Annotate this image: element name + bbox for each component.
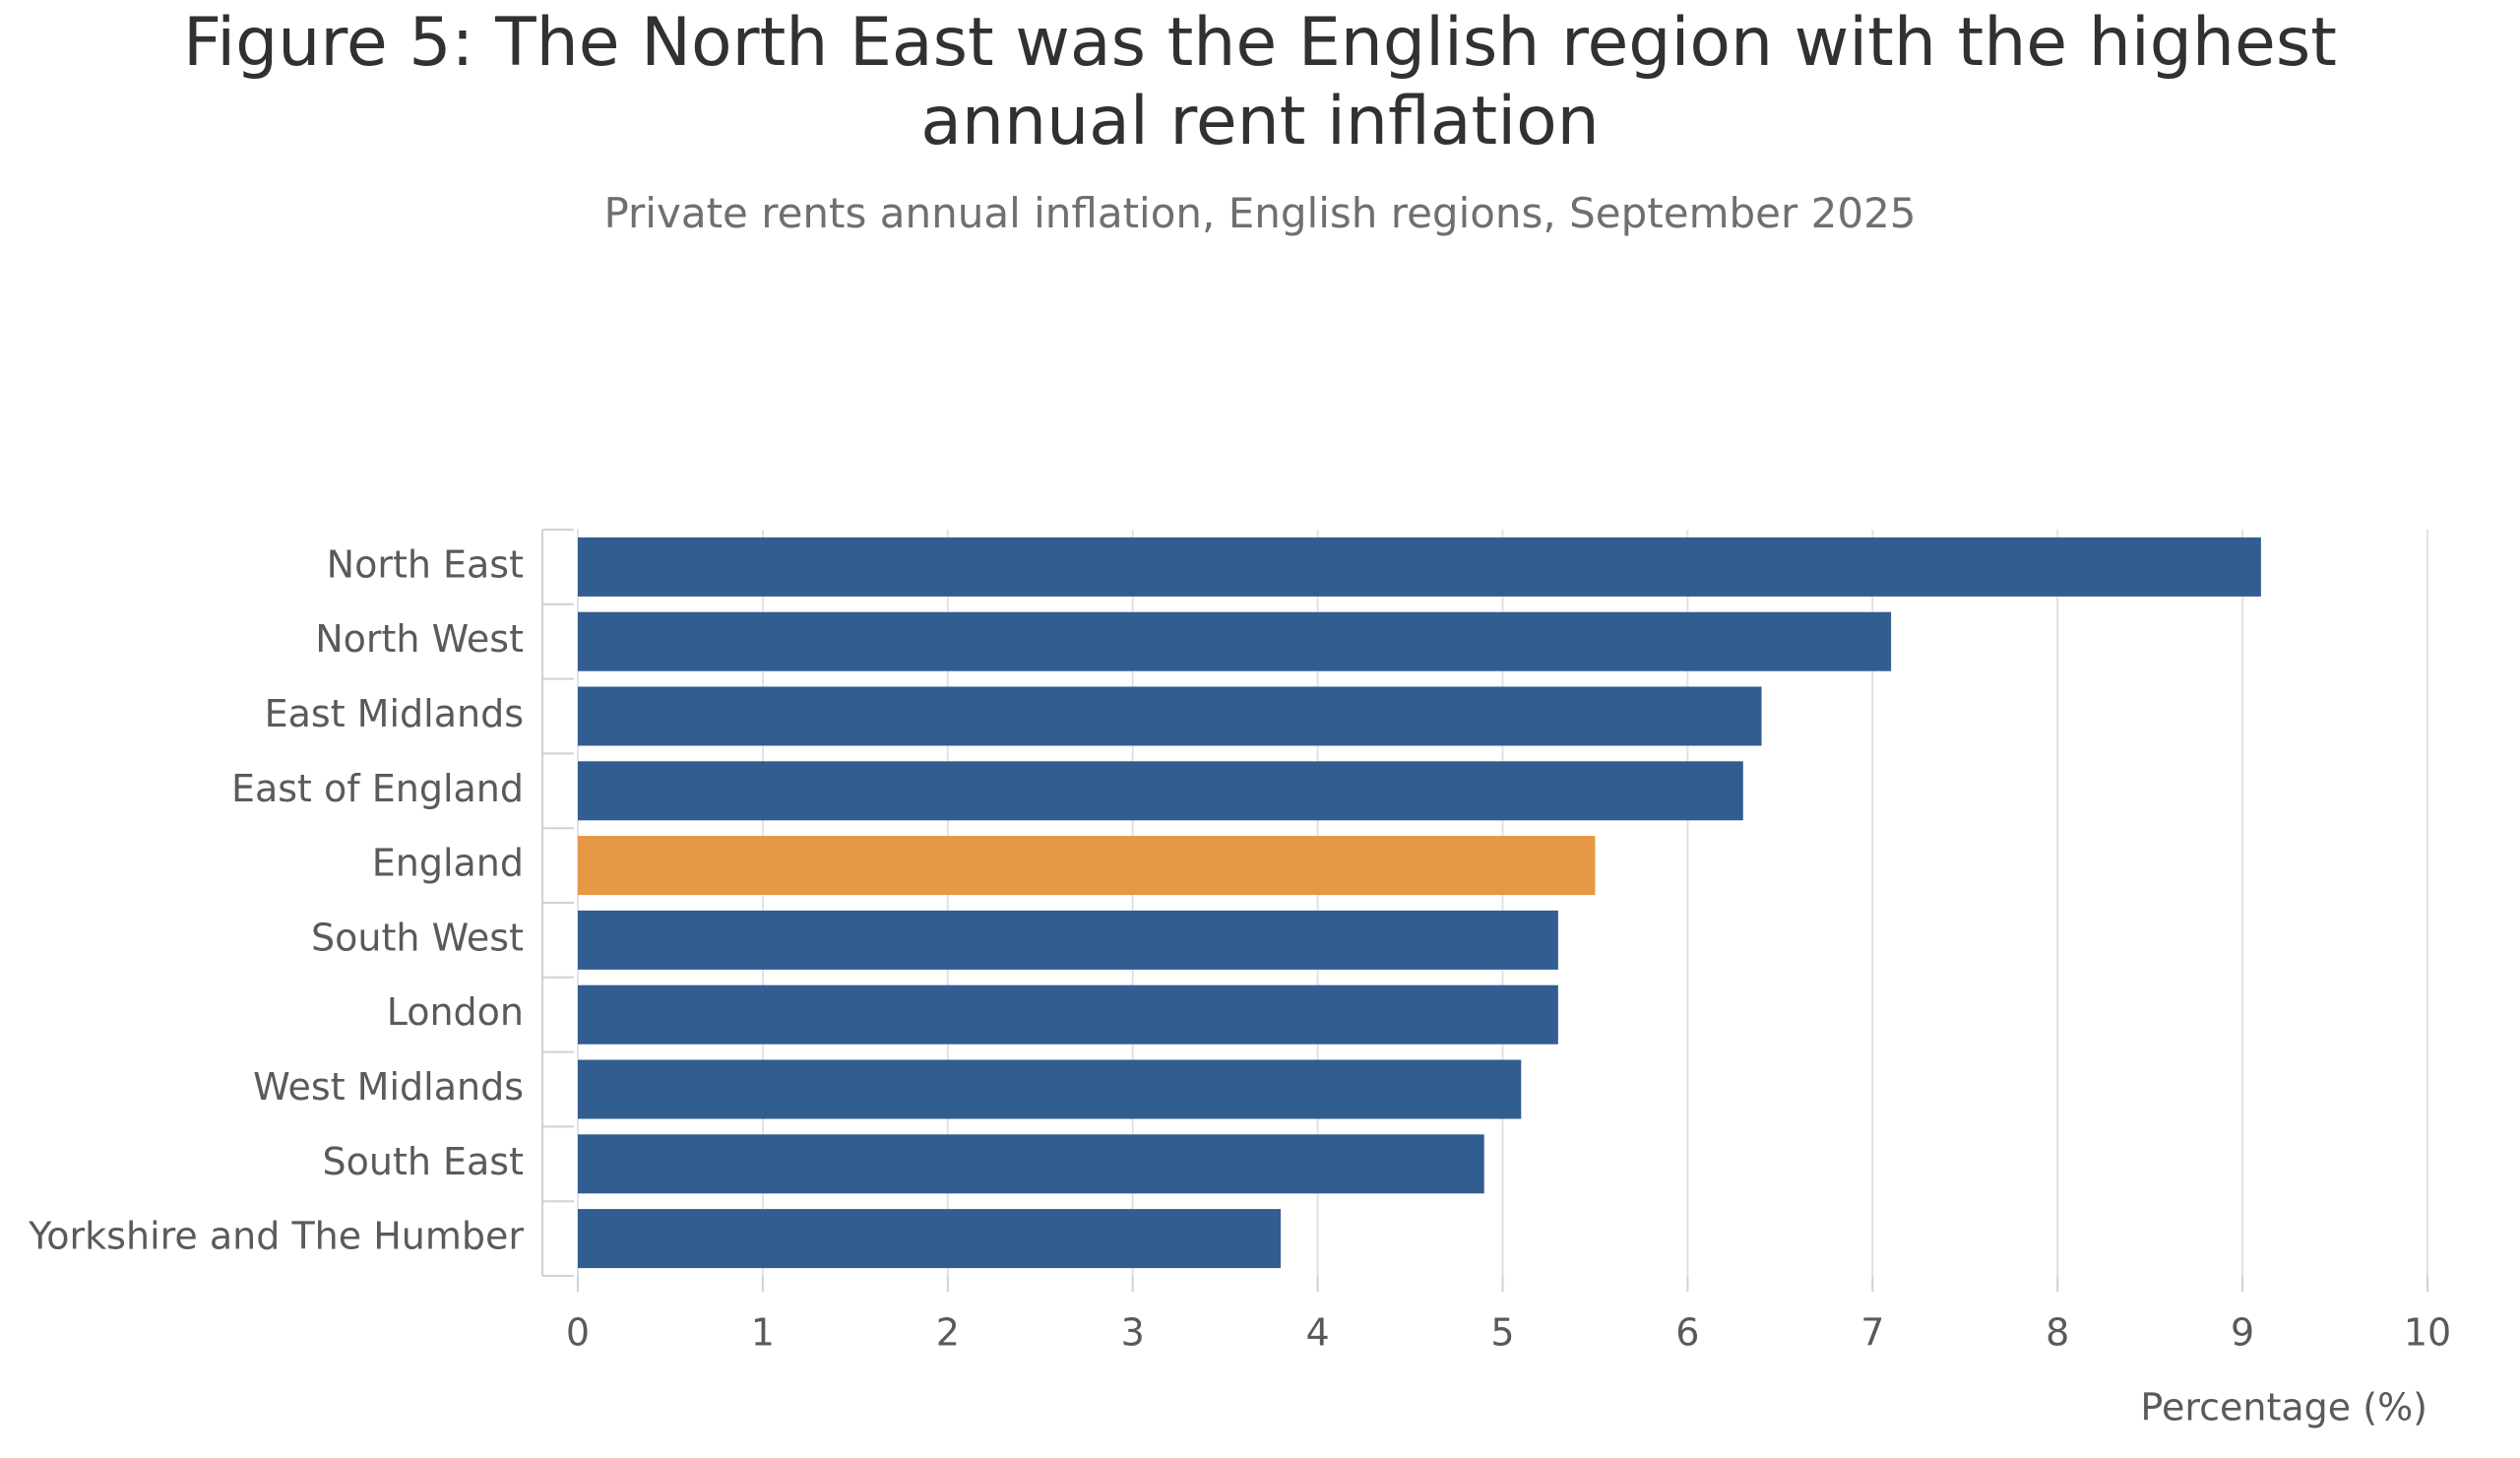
x-tick-label: 5 xyxy=(1490,1311,1514,1355)
y-tick-label: West Midlands xyxy=(253,1065,524,1109)
bar xyxy=(578,1134,1484,1194)
bar xyxy=(578,910,1558,970)
bar xyxy=(578,761,1743,821)
y-tick-label: South East xyxy=(322,1140,524,1183)
y-tick-label: South West xyxy=(311,916,524,959)
x-tick-label: 1 xyxy=(751,1311,775,1355)
bar xyxy=(578,611,1892,671)
bar xyxy=(578,984,1558,1045)
x-tick-label: 0 xyxy=(566,1311,590,1355)
x-tick-label: 4 xyxy=(1306,1311,1330,1355)
x-tick-label: 10 xyxy=(2404,1311,2451,1355)
y-tick-label: North West xyxy=(315,617,524,661)
bar xyxy=(578,1059,1522,1119)
x-tick-label: 3 xyxy=(1121,1311,1145,1355)
bar xyxy=(578,1209,1282,1269)
x-tick-label: 9 xyxy=(2231,1311,2254,1355)
bar xyxy=(578,537,2261,597)
x-axis-title: Percentage (%) xyxy=(2140,1386,2427,1429)
x-tick-label: 7 xyxy=(1860,1311,1884,1355)
y-tick-label: London xyxy=(387,990,524,1034)
x-tick-label: 6 xyxy=(1675,1311,1699,1355)
y-tick-label: Yorkshire and The Humber xyxy=(28,1215,524,1258)
bar xyxy=(578,836,1596,896)
x-tick-label: 8 xyxy=(2046,1311,2069,1355)
bar xyxy=(578,686,1762,746)
chart-subtitle: Private rents annual inflation, English … xyxy=(603,189,1917,237)
y-tick-label: East of England xyxy=(231,767,524,810)
chart-title: Figure 5: The North East was the English… xyxy=(183,4,2337,160)
y-tick-label: East Midlands xyxy=(265,692,524,735)
y-tick-label: England xyxy=(372,842,524,885)
y-tick-label: North East xyxy=(327,542,524,586)
x-tick-label: 2 xyxy=(936,1311,960,1355)
